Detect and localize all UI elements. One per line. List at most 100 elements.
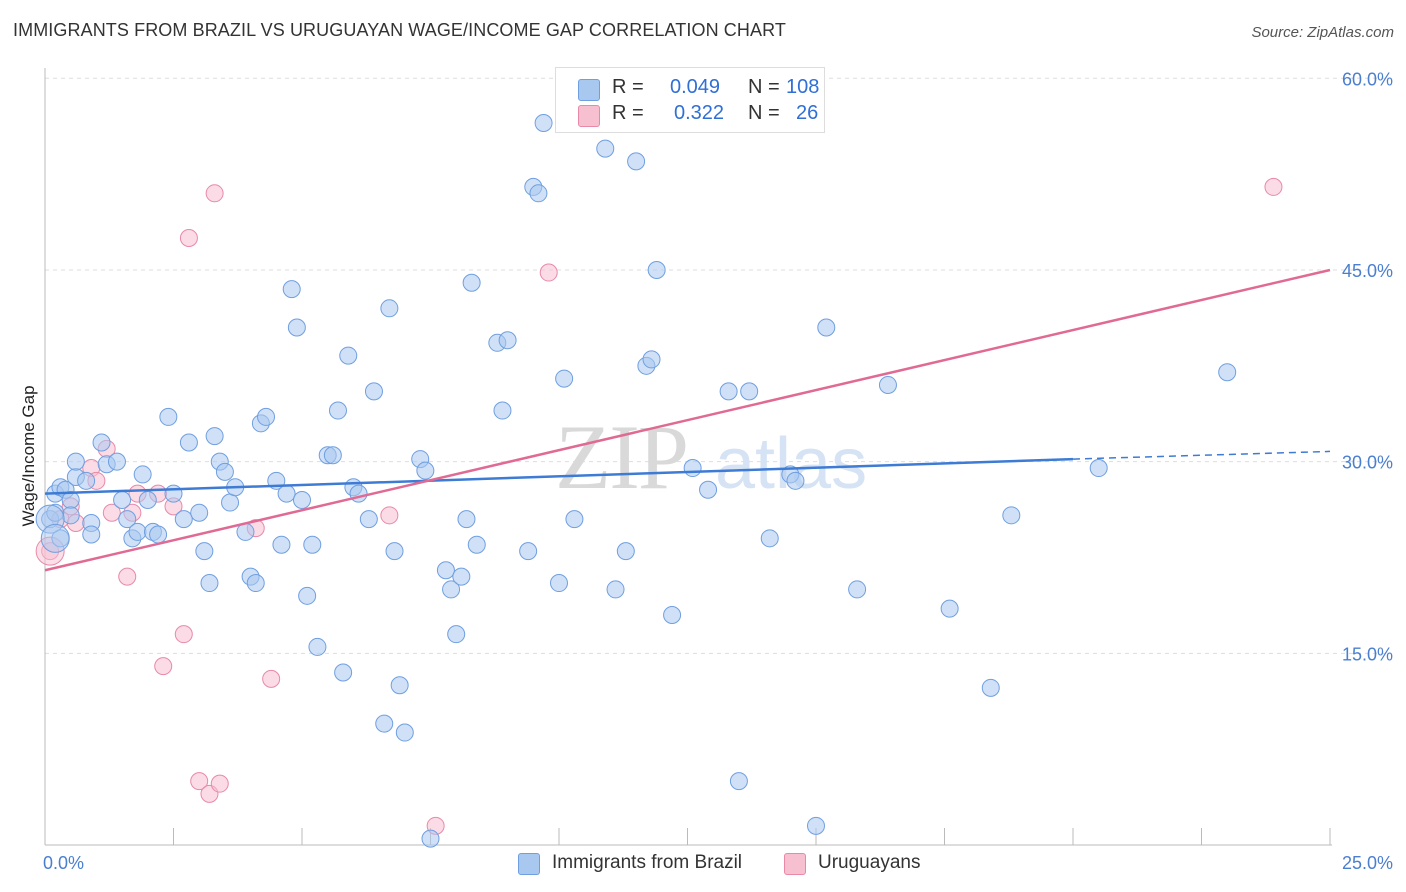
brazil-point — [138, 490, 157, 509]
bottom-legend-label-uruguayans: Uruguayans — [818, 852, 921, 873]
uruguayan-trend-line — [44, 268, 1331, 572]
brazil-point — [683, 459, 702, 478]
brazil-point — [107, 452, 126, 471]
brazil-point — [519, 542, 538, 561]
brazil-point — [298, 586, 317, 605]
y-tick-label: 60.0% — [1342, 69, 1393, 89]
legend-r-label: R = — [612, 102, 644, 124]
trend-lines — [44, 268, 1331, 572]
watermark-zip: ZIP — [555, 406, 687, 508]
brazil-point — [493, 401, 512, 420]
brazil-point — [215, 462, 234, 481]
y-tick-label: 15.0% — [1342, 644, 1393, 664]
brazil-point — [550, 574, 568, 593]
x-tick-label-min: 0.0% — [43, 853, 84, 873]
brazil-point — [421, 829, 440, 848]
brazil-point — [174, 510, 193, 529]
brazil-point — [190, 503, 209, 522]
brazil-point — [282, 280, 301, 299]
brazil-point — [555, 369, 574, 388]
uruguayan-point — [539, 263, 558, 282]
watermark-atlas: atlas — [715, 424, 867, 504]
brazil-point — [498, 331, 517, 350]
brazil-point — [395, 723, 414, 742]
brazil-point — [807, 816, 825, 835]
source-label: Source: ZipAtlas.com — [1251, 24, 1394, 41]
brazil-point — [596, 139, 615, 158]
x-tick-label-max: 25.0% — [1342, 853, 1393, 873]
brazil-point — [113, 490, 132, 509]
legend-n-value-uruguayans: 26 — [796, 102, 819, 124]
brazil-point — [642, 350, 661, 369]
brazil-trend-line — [44, 457, 1074, 495]
brazil-point — [303, 535, 322, 554]
uruguayan-point — [1264, 177, 1283, 196]
brazil-point — [878, 375, 897, 394]
brazil-point — [699, 480, 718, 499]
brazil-point — [339, 346, 358, 365]
brazil-point — [334, 663, 353, 682]
brazil-point — [534, 114, 553, 133]
uruguayan-point — [262, 669, 281, 688]
brazil-point — [293, 490, 311, 509]
legend-r-label: R = — [612, 76, 644, 98]
legend: R = 0.049 N = 108 R = 0.322 N = 26 — [555, 67, 825, 133]
brazil-point — [61, 506, 80, 525]
brazil-point — [164, 484, 183, 503]
brazil-point — [416, 461, 435, 480]
brazil-point — [1002, 506, 1021, 525]
legend-r-value-uruguayans: 0.322 — [674, 102, 725, 124]
brazil-point — [323, 446, 342, 465]
uruguayan-point — [154, 657, 173, 676]
brazil-point — [246, 574, 265, 593]
uruguayan-point — [102, 503, 121, 522]
brazil-point — [308, 637, 327, 656]
uruguayan-point — [174, 625, 193, 644]
legend-n-value-brazil: 108 — [786, 76, 820, 98]
brazil-point — [328, 401, 347, 420]
brazil-point — [179, 433, 198, 452]
brazil-point — [133, 465, 152, 484]
brazil-point — [442, 580, 461, 599]
watermark: ZIP atlas — [555, 406, 867, 508]
brazil-point — [719, 382, 738, 401]
brazil-point — [92, 433, 111, 452]
brazil-point — [385, 542, 404, 561]
brazil-point — [287, 318, 306, 337]
brazil-point — [390, 676, 409, 695]
brazil-point-large — [40, 523, 70, 553]
brazil-point — [375, 714, 394, 733]
brazil-point — [118, 510, 137, 529]
brazil-point — [364, 382, 383, 401]
brazil-points — [35, 114, 1237, 848]
brazil-point — [277, 484, 296, 503]
legend-n-label: N = — [748, 102, 780, 124]
brazil-point — [77, 471, 96, 490]
bottom-legend-label-brazil: Immigrants from Brazil — [552, 852, 743, 873]
brazil-point — [66, 452, 85, 471]
y-tick-label: 45.0% — [1342, 261, 1393, 281]
bottom-legend-swatch-brazil — [518, 853, 540, 875]
brazil-point — [981, 678, 1000, 697]
brazil-point — [452, 567, 471, 586]
brazil-point — [529, 184, 548, 203]
brazil-point — [380, 299, 399, 318]
brazil-point — [647, 260, 666, 279]
brazil-point — [565, 510, 584, 529]
brazil-point — [200, 574, 219, 593]
brazil-point — [729, 772, 748, 791]
brazil-point — [663, 605, 682, 624]
brazil-point — [1089, 459, 1108, 478]
legend-swatch-brazil — [578, 79, 600, 101]
brazil-point — [436, 561, 455, 580]
uruguayan-point — [179, 229, 198, 248]
legend-swatch-uruguayans — [578, 105, 600, 127]
y-tick-label: 30.0% — [1342, 453, 1393, 473]
grid — [45, 77, 1390, 654]
brazil-point — [462, 273, 481, 292]
brazil-point — [786, 471, 805, 490]
brazil-point — [457, 510, 476, 529]
legend-r-value-brazil: 0.049 — [670, 76, 721, 98]
chart-title: IMMIGRANTS FROM BRAZIL VS URUGUAYAN WAGE… — [13, 20, 786, 40]
